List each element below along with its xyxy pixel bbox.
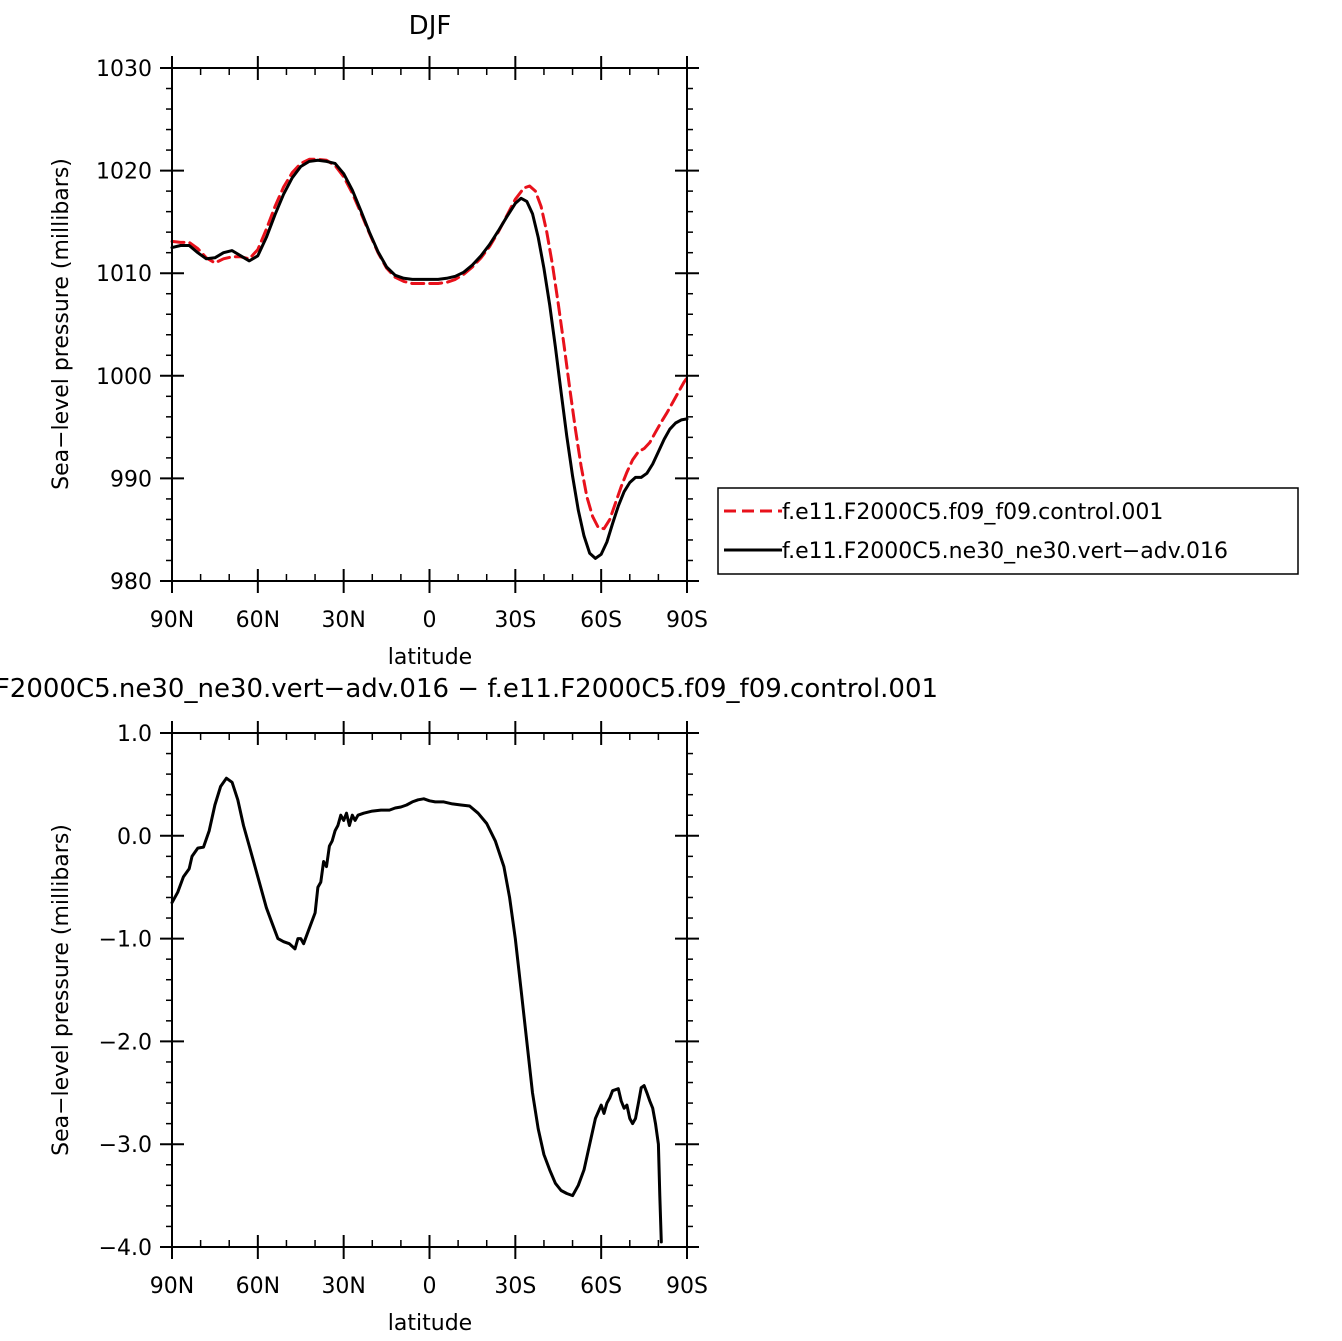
legend-label-vert-adv: f.e11.F2000C5.ne30_ne30.vert−adv.016	[782, 539, 1228, 564]
bottom-x-tick-labels: 90N 60N 30N 0 30S 60S 90S	[150, 1274, 708, 1299]
bottom-y-axis-label: Sea−level pressure (millibars)	[49, 824, 74, 1156]
top-x-axis-label: latitude	[388, 645, 472, 670]
bot-ytick-label: 1.0	[117, 722, 152, 747]
bot-xtick-label: 60S	[580, 1274, 622, 1299]
top-xtick-label: 90N	[150, 608, 194, 633]
bottom-series-lines	[170, 776, 663, 1244]
bottom-x-axis-label: latitude	[388, 1311, 472, 1336]
top-ytick-label: 990	[110, 467, 152, 492]
bottom-panel: f.e11.F2000C5.ne30_ne30.vert−adv.016 − f…	[0, 674, 938, 1336]
top-ytick-label: 1010	[96, 262, 152, 287]
top-xtick-label: 30N	[321, 608, 365, 633]
bot-series-line-0	[170, 776, 663, 1244]
top-series-line-1	[170, 158, 689, 560]
bottom-y-tick-labels: −4.0 −3.0 −2.0 −1.0 0.0 1.0	[99, 722, 152, 1261]
top-series-lines	[170, 157, 689, 560]
top-y-tick-labels: 980 990 1000 1010 1020 1030	[96, 57, 152, 595]
bot-ytick-label: 0.0	[117, 825, 152, 850]
top-ytick-label: 1000	[96, 365, 152, 390]
top-title: DJF	[409, 11, 452, 41]
top-ytick-label: 1030	[96, 57, 152, 82]
bottom-plot-frame	[171, 732, 688, 1248]
bot-ytick-label: −1.0	[99, 928, 152, 953]
top-xtick-label: 60N	[236, 608, 280, 633]
top-ytick-label: 980	[110, 570, 152, 595]
top-xtick-label: 0	[423, 608, 437, 633]
legend-label-control: f.e11.F2000C5.f09_f09.control.001	[782, 500, 1163, 525]
top-x-tick-labels: 90N 60N 30N 0 30S 60S 90S	[150, 608, 708, 633]
top-ytick-label: 1020	[96, 160, 152, 185]
top-xtick-label: 30S	[494, 608, 536, 633]
bottom-title: f.e11.F2000C5.ne30_ne30.vert−adv.016 − f…	[0, 674, 938, 704]
bot-xtick-label: 30S	[494, 1274, 536, 1299]
bot-xtick-label: 90N	[150, 1274, 194, 1299]
bot-xtick-label: 90S	[666, 1274, 708, 1299]
bot-xtick-label: 30N	[321, 1274, 365, 1299]
bot-ytick-label: −2.0	[99, 1030, 152, 1055]
top-series-line-0	[170, 157, 689, 531]
bot-xtick-label: 0	[423, 1274, 437, 1299]
bot-xtick-label: 60N	[236, 1274, 280, 1299]
bot-ytick-label: −3.0	[99, 1133, 152, 1158]
top-xtick-label: 60S	[580, 608, 622, 633]
bot-ytick-label: −4.0	[99, 1236, 152, 1261]
top-y-axis-label: Sea−level pressure (millibars)	[49, 158, 74, 490]
legend: f.e11.F2000C5.f09_f09.control.001 f.e11.…	[717, 487, 1299, 575]
top-xtick-label: 90S	[666, 608, 708, 633]
top-panel: DJF 90N 60N 30N 0 30S 60S 90S 980 990 1000 1010 10…	[49, 11, 708, 670]
top-ticks	[160, 56, 699, 593]
top-plot-frame	[171, 67, 688, 582]
legend-box	[717, 487, 1299, 575]
